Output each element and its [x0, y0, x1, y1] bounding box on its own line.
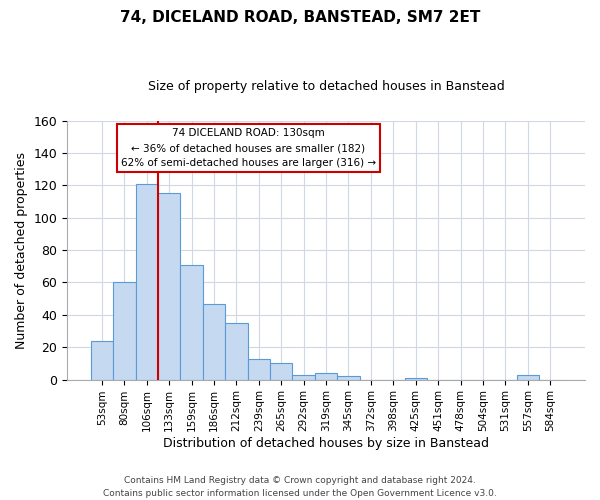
Title: Size of property relative to detached houses in Banstead: Size of property relative to detached ho… [148, 80, 505, 93]
Bar [248, 358, 270, 380]
Text: Contains HM Land Registry data © Crown copyright and database right 2024.
Contai: Contains HM Land Registry data © Crown c… [103, 476, 497, 498]
Y-axis label: Number of detached properties: Number of detached properties [15, 152, 28, 348]
Bar [203, 304, 225, 380]
Bar [91, 340, 113, 380]
X-axis label: Distribution of detached houses by size in Banstead: Distribution of detached houses by size … [163, 437, 489, 450]
Bar [181, 264, 203, 380]
Bar [270, 364, 292, 380]
Text: 74, DICELAND ROAD, BANSTEAD, SM7 2ET: 74, DICELAND ROAD, BANSTEAD, SM7 2ET [120, 10, 480, 25]
Text: 74 DICELAND ROAD: 130sqm
← 36% of detached houses are smaller (182)
62% of semi-: 74 DICELAND ROAD: 130sqm ← 36% of detach… [121, 128, 376, 168]
Bar [225, 323, 248, 380]
Bar [337, 376, 360, 380]
Bar [158, 194, 181, 380]
Bar [136, 184, 158, 380]
Bar [404, 378, 427, 380]
Bar [315, 373, 337, 380]
Bar [113, 282, 136, 380]
Bar [517, 374, 539, 380]
Bar [292, 374, 315, 380]
